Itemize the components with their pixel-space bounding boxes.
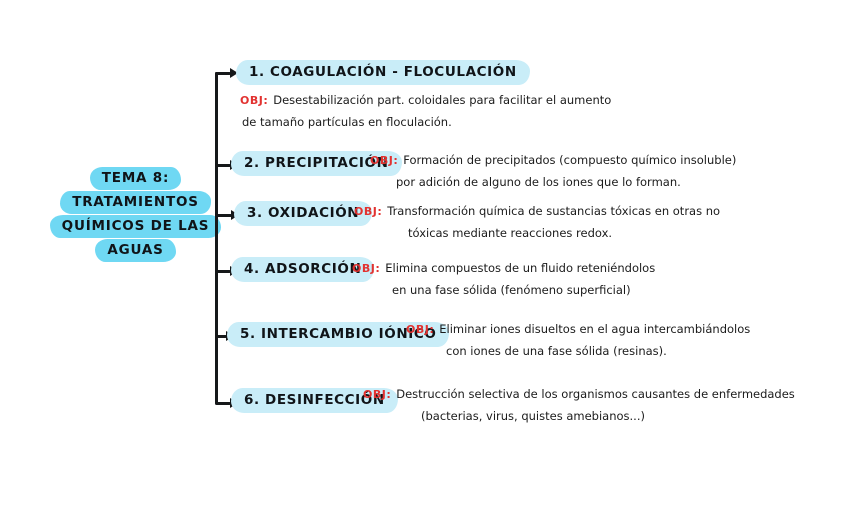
topic-bubble: TEMA 8: TRATAMIENTOS QUÍMICOS DE LAS AGU…: [48, 167, 223, 262]
item-bubble-precipitacion: 2. PRECIPITACIÓN: [231, 151, 402, 176]
branch-arrow-5: [215, 331, 234, 340]
objective-text: tóxicas mediante reacciones redox.: [408, 225, 613, 240]
branch-arrow-3: [215, 210, 239, 219]
objective-adsorcion: OBJ: Elimina compuestos de un fluido rete…: [352, 261, 656, 297]
objective-text: Elimina compuestos de un fluido retenién…: [385, 261, 656, 275]
objective-text: Eliminar iones disueltos en el agua inte…: [439, 322, 751, 336]
item-bubble-coagulacion: 1. COAGULACIÓN - FLOCULACIÓN: [236, 60, 530, 85]
obj-label: OBJ:: [406, 323, 435, 336]
item-bubble-adsorcion: 4. ADSORCIÓN: [231, 257, 375, 282]
obj-label: OBJ:: [352, 262, 381, 275]
objective-line: OBJ: Eliminar iones disueltos en el agua …: [406, 322, 751, 336]
objective-text: Destrucción selectiva de los organismos …: [396, 387, 795, 401]
objective-text: Desestabilización part. coloidales para …: [273, 93, 612, 107]
topic-line-4: AGUAS: [95, 239, 176, 262]
obj-label: OBJ:: [354, 205, 383, 218]
item-bubble-oxidacion: 3. OXIDACIÓN: [234, 201, 373, 226]
objective-text: con iones de una fase sólida (resinas).: [446, 343, 667, 358]
topic-line-2: TRATAMIENTOS: [60, 191, 211, 214]
objective-line: OBJ: Desestabilización part. coloidales p…: [240, 93, 612, 107]
topic-line-1: TEMA 8:: [89, 167, 182, 190]
objective-coagulacion: OBJ: Desestabilización part. coloidales p…: [240, 93, 612, 129]
obj-label: OBJ:: [363, 388, 392, 401]
tree-trunk-line: [215, 72, 218, 404]
objective-desinfeccion: OBJ: Destrucción selectiva de los organis…: [363, 387, 795, 423]
objective-text: por adición de alguno de los iones que l…: [396, 174, 681, 189]
item-bubble-intercambio-ionico: 5. INTERCAMBIO IÓNICO: [227, 322, 450, 347]
objective-line: OBJ: Destrucción selectiva de los organis…: [363, 387, 795, 401]
branch-arrow-4: [215, 266, 238, 275]
objective-line: OBJ: Elimina compuestos de un fluido rete…: [352, 261, 656, 275]
item-bubble-desinfeccion: 6. DESINFECCIÓN: [231, 388, 398, 413]
branch-arrow-2: [215, 160, 238, 169]
branch-arrow-1: [215, 68, 238, 77]
objective-text: Transformación química de sustancias tóx…: [387, 204, 721, 218]
topic-line-3: QUÍMICOS DE LAS: [49, 215, 222, 238]
objective-line: OBJ: Formación de precipitados (compuesto…: [370, 153, 737, 167]
objective-intercambio-ionico: OBJ: Eliminar iones disueltos en el agua …: [406, 322, 751, 358]
objective-line: OBJ: Transformación química de sustancias…: [354, 204, 721, 218]
objective-precipitacion: OBJ: Formación de precipitados (compuesto…: [370, 153, 737, 189]
objective-text: en una fase sólida (fenómeno superficial…: [392, 282, 631, 297]
objective-text: (bacterias, virus, quistes amebianos...): [421, 408, 645, 423]
objective-text: de tamaño partículas en floculación.: [242, 114, 452, 129]
obj-label: OBJ:: [370, 154, 399, 167]
objective-text: Formación de precipitados (compuesto quí…: [403, 153, 737, 167]
branch-arrow-6: [215, 398, 238, 407]
objective-oxidacion: OBJ: Transformación química de sustancias…: [354, 204, 721, 240]
obj-label: OBJ:: [240, 94, 269, 107]
